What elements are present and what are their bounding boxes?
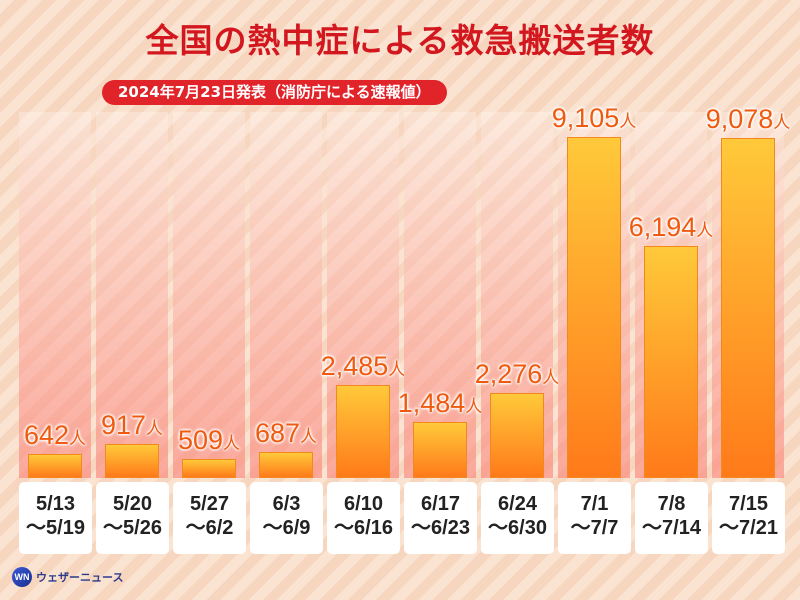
bar	[413, 422, 467, 478]
x-tick-label: 6/17 〜6/23	[404, 482, 477, 554]
bar	[105, 443, 159, 478]
x-tick-label: 5/20 〜5/26	[96, 482, 169, 554]
x-tick-label: 7/1 〜7/7	[558, 482, 631, 554]
x-tick-label: 6/10 〜6/16	[327, 482, 400, 554]
bar	[567, 137, 621, 478]
bar	[336, 385, 390, 478]
data-label: 642人	[23, 419, 87, 450]
x-tick-label: 6/3 〜6/9	[250, 482, 323, 554]
column-bg	[173, 112, 245, 478]
subtitle-badge: 2024年7月23日発表（消防庁による速報値）	[102, 80, 447, 105]
column-bg	[96, 112, 168, 478]
data-label: 509人	[177, 424, 241, 455]
bar	[182, 458, 236, 478]
brand-name: ウェザーニュース	[36, 571, 124, 584]
x-tick-label: 7/8 〜7/14	[635, 482, 708, 554]
column-bg	[19, 112, 91, 478]
chart-title: 全国の熱中症による救急搬送者数	[145, 21, 655, 60]
bar	[259, 452, 313, 478]
column-bg	[250, 112, 322, 478]
x-tick-label: 6/24 〜6/30	[481, 482, 554, 554]
bar	[28, 453, 82, 478]
data-label: 917人	[100, 409, 164, 440]
bar	[644, 246, 698, 478]
brand-logo: WN ウェザーニュース	[12, 566, 123, 588]
data-label: 2,485人	[320, 351, 406, 381]
x-tick-label: 5/27 〜6/2	[173, 482, 246, 554]
bar	[721, 138, 775, 478]
data-label: 6,194人	[628, 212, 714, 243]
bar	[490, 392, 544, 478]
data-label: 9,105人	[551, 103, 637, 134]
data-label: 1,484人	[397, 388, 483, 419]
data-label: 2,276人	[474, 358, 560, 389]
x-tick-label: 5/13 〜5/19	[19, 482, 92, 554]
data-label: 687人	[254, 418, 318, 449]
weathernews-logo-icon: WN	[12, 567, 32, 587]
data-label: 9,078人	[705, 104, 791, 135]
x-tick-label: 7/15 〜7/21	[712, 482, 785, 554]
column-bg	[404, 112, 476, 478]
